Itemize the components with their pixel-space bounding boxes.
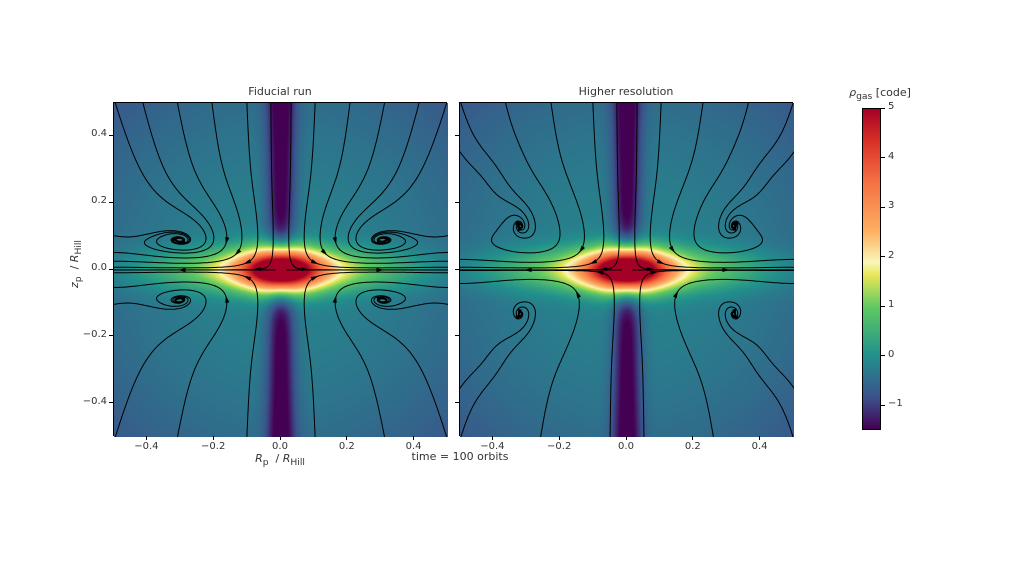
xtick-mark xyxy=(759,436,760,440)
xtick-label: 0.0 xyxy=(612,441,640,452)
streamlines-right xyxy=(460,103,794,437)
xtick-mark xyxy=(559,436,560,440)
ylabel: zp / RHill xyxy=(68,214,84,314)
xtick-mark xyxy=(213,436,214,440)
ytick-label: 0.4 xyxy=(77,128,107,139)
streamlines-left xyxy=(114,103,448,437)
xtick-mark xyxy=(692,436,693,440)
panel-right: Higher resolution xyxy=(459,102,793,436)
ytick-label: −0.2 xyxy=(77,329,107,340)
ytick-mark xyxy=(455,335,459,336)
ytick-mark xyxy=(109,269,113,270)
ytick-mark xyxy=(455,402,459,403)
colorbar-tick-mark xyxy=(881,108,885,109)
colorbar-tick-mark xyxy=(881,405,885,406)
colorbar-tick-mark xyxy=(881,207,885,208)
panel-title-left: Fiducial run xyxy=(114,85,446,98)
xtick-mark xyxy=(492,436,493,440)
colorbar xyxy=(862,108,881,430)
colorbar-tick-mark xyxy=(881,157,885,158)
ytick-mark xyxy=(455,269,459,270)
time-label: time = 100 orbits xyxy=(380,450,540,463)
colorbar-tick-label: 2 xyxy=(888,250,894,261)
xtick-label: −0.2 xyxy=(545,441,573,452)
figure: Fiducial run −0.4 −0.2 0.0 0.2 0.4 −0.4 −0.2 0.0… xyxy=(0,0,1024,577)
xtick-mark xyxy=(413,436,414,440)
xtick-label: −0.2 xyxy=(199,441,227,452)
panel-title-right: Higher resolution xyxy=(460,85,792,98)
panel-left: Fiducial run xyxy=(113,102,447,436)
xtick-label: 0.0 xyxy=(266,441,294,452)
ytick-mark xyxy=(455,135,459,136)
colorbar-tick-label: 0 xyxy=(888,349,894,360)
colorbar-tick-mark xyxy=(881,355,885,356)
colorbar-tick-label: −1 xyxy=(888,398,903,409)
ytick-mark xyxy=(109,202,113,203)
ytick-label: 0.2 xyxy=(77,195,107,206)
ytick-label: −0.4 xyxy=(77,396,107,407)
colorbar-tick-mark xyxy=(881,256,885,257)
colorbar-tick-label: 3 xyxy=(888,200,894,211)
ytick-mark xyxy=(109,135,113,136)
xtick-mark xyxy=(626,436,627,440)
xtick-mark xyxy=(146,436,147,440)
xtick-label: 0.2 xyxy=(679,441,707,452)
ytick-mark xyxy=(109,335,113,336)
colorbar-title: ρgas [code] xyxy=(840,86,920,102)
xtick-label: 0.4 xyxy=(746,441,774,452)
xtick-mark xyxy=(280,436,281,440)
xtick-mark xyxy=(346,436,347,440)
colorbar-tick-label: 1 xyxy=(888,299,894,310)
colorbar-tick-label: 5 xyxy=(888,101,894,112)
ytick-mark xyxy=(109,402,113,403)
colorbar-tick-mark xyxy=(881,306,885,307)
xtick-label: 0.2 xyxy=(333,441,361,452)
ytick-mark xyxy=(455,202,459,203)
xtick-label: −0.4 xyxy=(132,441,160,452)
colorbar-tick-label: 4 xyxy=(888,151,894,162)
